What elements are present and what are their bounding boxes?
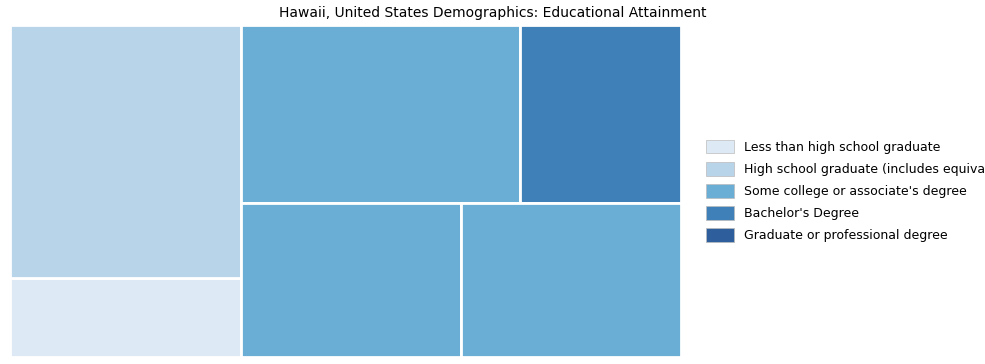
Legend: Less than high school graduate, High school graduate (includes equivalency), Som: Less than high school graduate, High sch…	[706, 140, 985, 242]
Title: Hawaii, United States Demographics: Educational Attainment: Hawaii, United States Demographics: Educ…	[279, 6, 706, 20]
Bar	[10, 25, 241, 278]
Bar	[241, 25, 520, 203]
Bar	[241, 203, 461, 357]
Bar	[461, 203, 681, 357]
Bar	[10, 278, 241, 357]
Bar	[520, 25, 681, 203]
